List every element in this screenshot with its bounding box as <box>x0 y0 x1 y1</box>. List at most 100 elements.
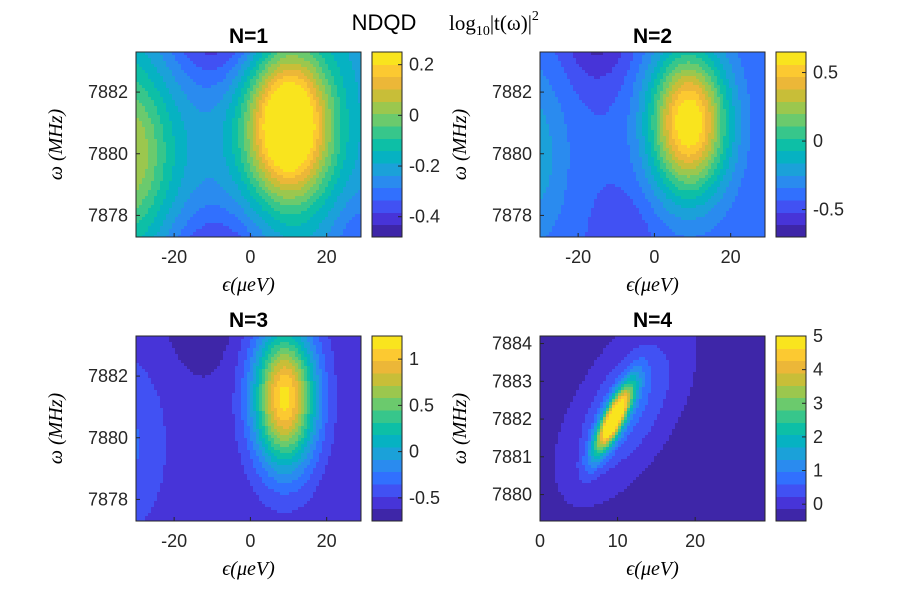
colorbar-tick-label: -0.5 <box>409 488 440 508</box>
colorbar-band <box>372 101 402 115</box>
x-tick-label: -20 <box>161 247 187 267</box>
x-axis-label: ϵ(μeV) <box>222 274 275 296</box>
colorbar-band <box>372 113 402 127</box>
colorbar-tick-label: 0.2 <box>409 55 434 75</box>
colorbar-tick-label: 1 <box>813 461 823 481</box>
contour-field <box>136 336 361 521</box>
colorbar <box>776 52 806 238</box>
y-tick-label: 7878 <box>88 489 128 509</box>
x-tick-label: 20 <box>685 531 705 551</box>
colorbar-band <box>776 496 806 510</box>
colorbar-band <box>776 200 806 213</box>
colorbar-band <box>776 101 806 115</box>
x-axis-label: ϵ(μeV) <box>626 558 679 580</box>
colorbar-band <box>776 224 806 238</box>
colorbar-band <box>776 64 806 78</box>
colorbar-band <box>776 89 806 102</box>
colorbar-band <box>776 187 806 201</box>
colorbar-band <box>776 336 806 349</box>
y-axis-label: ω (MHz) <box>449 392 471 464</box>
colorbar-band <box>776 126 806 139</box>
axes-frame <box>135 51 362 238</box>
y-tick-label: 7882 <box>492 409 532 429</box>
colorbar-tick-label: 0.5 <box>813 63 838 83</box>
y-axis-label: ω (MHz) <box>449 108 471 180</box>
colorbar-band <box>776 163 806 176</box>
colorbar-band <box>372 373 402 386</box>
colorbar-tick-label: 3 <box>813 393 823 413</box>
y-tick-label: 7881 <box>492 447 532 467</box>
colorbar-band <box>776 113 806 127</box>
panel-title: N=4 <box>633 309 672 332</box>
y-tick-label: 7882 <box>492 82 532 102</box>
colorbar-tick-label: -0.4 <box>409 207 440 227</box>
x-tick-label: 0 <box>535 531 545 551</box>
y-axis-label: ω (MHz) <box>45 108 67 180</box>
contour-field <box>540 52 765 237</box>
colorbar-tick-label: 0 <box>409 442 419 462</box>
colorbar-band <box>372 52 402 65</box>
colorbar-band <box>372 89 402 102</box>
colorbar-band <box>372 64 402 78</box>
panel-title: N=2 <box>633 25 672 48</box>
colorbar-band <box>372 422 402 436</box>
colorbar-tick-label: 0.5 <box>409 395 434 415</box>
colorbar-band <box>776 52 806 65</box>
colorbar-band <box>776 385 806 399</box>
colorbar-tick-label: 0 <box>409 105 419 125</box>
axes-frame <box>539 335 766 522</box>
colorbar-band <box>372 447 402 460</box>
colorbar-band <box>776 484 806 497</box>
y-tick-label: 7880 <box>88 428 128 448</box>
y-tick-label: 7880 <box>492 485 532 505</box>
colorbar-band <box>372 200 402 213</box>
panel-title: N=3 <box>229 309 268 332</box>
y-tick-label: 7878 <box>492 205 532 225</box>
colorbar-band <box>776 508 806 522</box>
colorbar-band <box>776 360 806 374</box>
colorbar-band <box>776 459 806 473</box>
colorbar-band <box>372 348 402 362</box>
colorbar-band <box>372 187 402 201</box>
x-axis-label: ϵ(μeV) <box>626 274 679 296</box>
colorbar-band <box>776 373 806 386</box>
figure-title: NDQD <box>352 10 417 35</box>
axes-frame <box>539 51 766 238</box>
axes-frame <box>135 335 362 522</box>
colorbar-band <box>776 76 806 90</box>
colorbar <box>776 336 806 522</box>
x-tick-label: 20 <box>317 531 337 551</box>
colorbar-band <box>372 175 402 189</box>
colorbar-band <box>776 348 806 362</box>
y-tick-label: 7883 <box>492 371 532 391</box>
colorbar-tick-label: 0 <box>813 494 823 514</box>
y-tick-label: 7880 <box>492 144 532 164</box>
colorbar-band <box>372 76 402 90</box>
colorbar-band <box>776 212 806 226</box>
colorbar-band <box>372 150 402 164</box>
colorbar-tick-label: 4 <box>813 360 823 380</box>
colorbar-band <box>776 397 806 411</box>
x-tick-label: 10 <box>608 531 628 551</box>
colorbar-frame <box>371 335 403 522</box>
x-tick-label: 0 <box>245 247 255 267</box>
contour-field <box>136 52 361 237</box>
colorbar-band <box>776 175 806 189</box>
colorbar-band <box>776 447 806 460</box>
colorbar <box>372 52 402 238</box>
colorbar-band <box>372 397 402 411</box>
colorbar-tick-label: 1 <box>409 349 419 369</box>
colorbar-tick-label: 2 <box>813 427 823 447</box>
colorbar-band <box>776 434 806 448</box>
colorbar-band <box>372 138 402 152</box>
colorbar-frame <box>775 51 807 238</box>
colorbar-band <box>372 459 402 473</box>
colorbar-band <box>776 471 806 485</box>
colorbar-band <box>372 385 402 399</box>
figure-formula: log10|t(ω)|2 <box>449 9 539 39</box>
x-tick-label: 0 <box>649 247 659 267</box>
colorbar-band <box>372 410 402 423</box>
colorbar-band <box>372 212 402 226</box>
